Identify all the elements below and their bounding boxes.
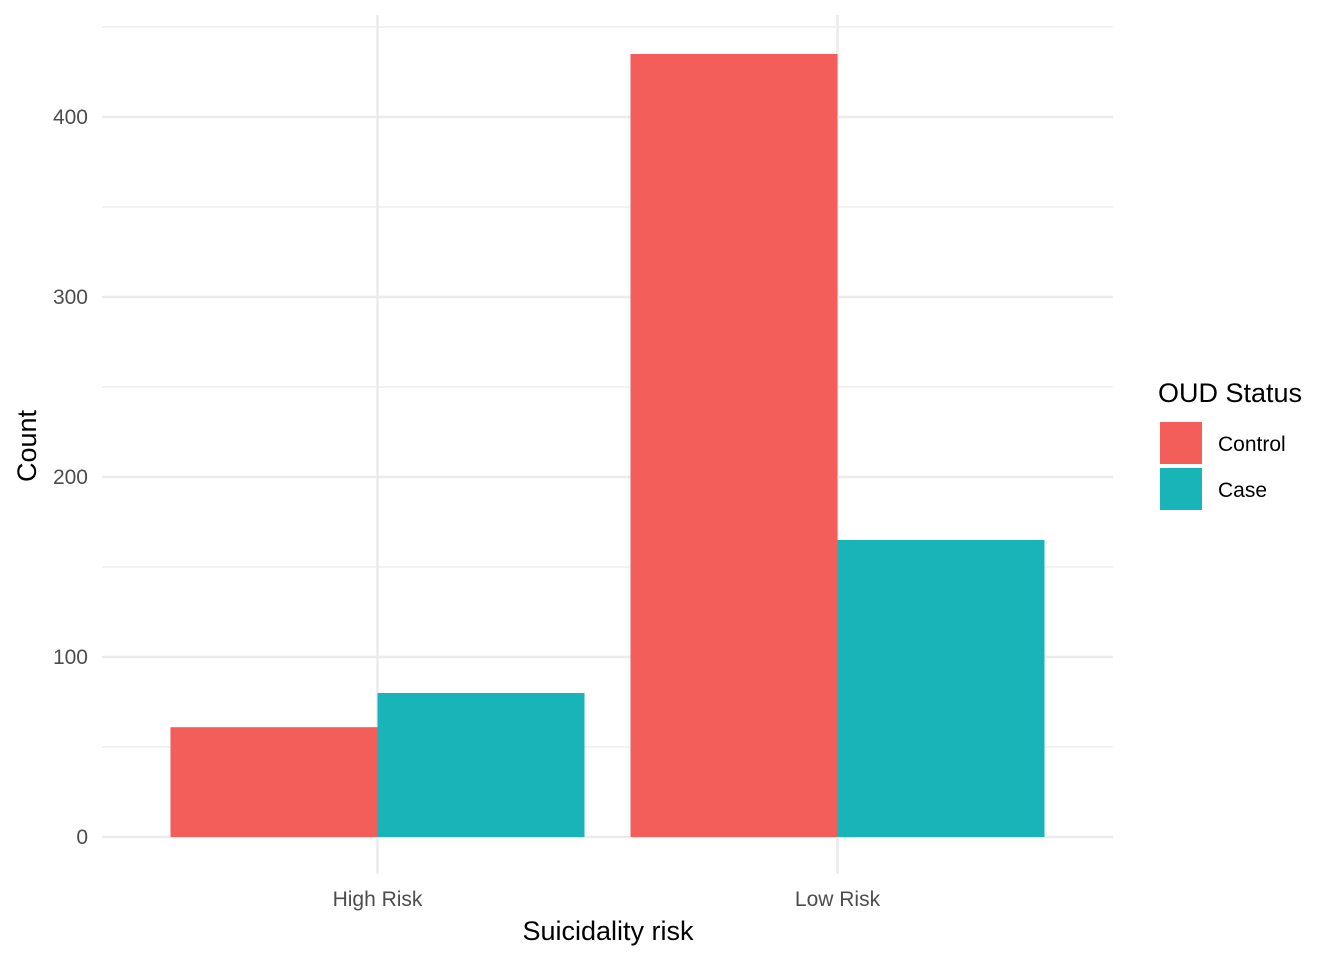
legend-label-control: Control bbox=[1218, 433, 1286, 456]
legend-label-case: Case bbox=[1218, 479, 1267, 502]
x-axis-ticks: High Risk Low Risk bbox=[333, 888, 881, 911]
y-tick-label: 0 bbox=[76, 826, 88, 849]
y-tick-label: 300 bbox=[53, 286, 88, 309]
y-tick-label: 200 bbox=[53, 466, 88, 489]
bar-control-high-risk bbox=[170, 727, 378, 837]
bar-control-low-risk bbox=[630, 54, 838, 837]
y-axis-ticks: 0 100 200 300 400 bbox=[53, 106, 88, 849]
x-axis-title: Suicidality risk bbox=[522, 916, 694, 946]
y-tick-label: 400 bbox=[53, 106, 88, 129]
bar-case-high-risk bbox=[377, 693, 585, 837]
legend-swatch-control bbox=[1160, 422, 1202, 464]
legend-swatch-case bbox=[1160, 468, 1202, 510]
y-tick-label: 100 bbox=[53, 646, 88, 669]
y-axis-title: Count bbox=[12, 409, 42, 482]
legend-items: Control Case bbox=[1160, 422, 1286, 510]
legend-title: OUD Status bbox=[1158, 378, 1302, 408]
bars bbox=[170, 54, 1045, 837]
bar-case-low-risk bbox=[837, 540, 1045, 837]
x-tick-label: Low Risk bbox=[795, 888, 881, 911]
legend: OUD Status Control Case bbox=[1158, 378, 1302, 510]
x-tick-label: High Risk bbox=[333, 888, 423, 911]
